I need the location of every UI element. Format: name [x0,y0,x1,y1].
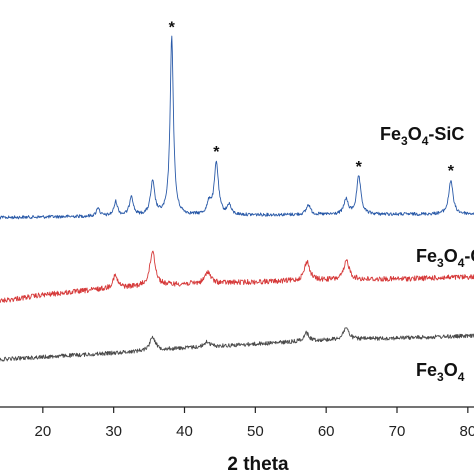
series-fe3o4-c-line [0,250,474,303]
x-tick-label: 50 [247,423,264,440]
series-label-fe3o4: Fe3O4 [416,360,465,384]
x-tick-label: 70 [389,423,406,440]
series-label-fe3o4-c: Fe3O4-C [416,246,474,270]
x-tick-label: 60 [318,423,335,440]
peak-marker: * [213,144,220,161]
series-label-fe3o4-sic: Fe3O4-SiC [380,124,464,148]
peak-marker-layer: * * * * [169,20,455,180]
x-tick-label: 30 [105,423,122,440]
peak-marker: * [356,159,363,176]
series-layer [0,35,474,362]
series-label-layer: Fe3O4-SiC Fe3O4-C Fe3O4 [380,124,474,384]
x-tick-layer: 20 30 40 50 60 70 80 [34,407,474,440]
peak-marker: * [169,20,176,37]
x-tick-label: 40 [176,423,193,440]
series-fe3o4-sic-line [0,35,474,220]
peak-marker: * [448,163,455,180]
x-tick-label: 20 [34,423,51,440]
x-axis-title: 2 theta [227,454,289,474]
series-fe3o4-line [0,327,474,362]
x-tick-label: 80 [459,423,474,440]
